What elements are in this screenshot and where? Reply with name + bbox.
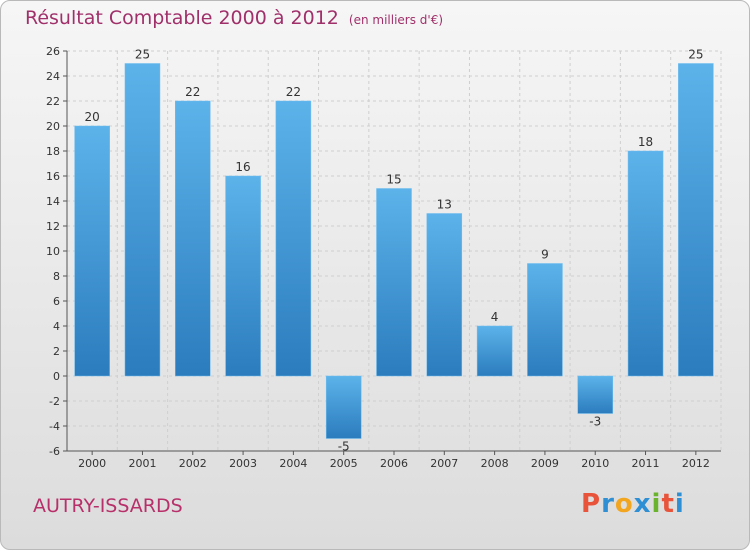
- y-tick-label: 24: [46, 70, 60, 83]
- y-tick-label: 14: [46, 195, 60, 208]
- y-tick-label: 4: [53, 320, 60, 333]
- x-tick-label: 2012: [682, 457, 710, 470]
- x-tick-label: 2001: [128, 457, 156, 470]
- data-label: 25: [135, 48, 150, 62]
- data-label: 22: [286, 85, 301, 99]
- x-tick-label: 2008: [481, 457, 509, 470]
- bar-2006: [376, 188, 412, 377]
- x-tick-label: 2004: [279, 457, 307, 470]
- data-label: 20: [85, 110, 100, 124]
- x-tick-label: 2009: [531, 457, 559, 470]
- y-tick-label: 16: [46, 170, 60, 183]
- x-tick-label: 2000: [78, 457, 106, 470]
- logo-letter: x: [633, 489, 652, 519]
- data-label: 4: [491, 310, 499, 324]
- x-tick-label: 2011: [632, 457, 660, 470]
- y-tick-label: 18: [46, 145, 60, 158]
- logo-letter: P: [581, 489, 602, 519]
- bar-2000: [74, 125, 110, 377]
- y-tick-label: -6: [49, 445, 60, 458]
- data-label: 25: [688, 48, 703, 62]
- data-label: -5: [338, 440, 350, 454]
- x-tick-label: 2010: [581, 457, 609, 470]
- chart-title: Résultat Comptable 2000 à 2012 (en millie…: [25, 7, 443, 29]
- logo-letter: i: [674, 489, 685, 519]
- chart-unit: (en milliers d'€): [348, 13, 444, 27]
- proxiti-logo[interactable]: Proxiti: [581, 489, 685, 519]
- chart-title-text: Résultat Comptable 2000 à 2012: [25, 7, 339, 29]
- data-label: 9: [541, 248, 549, 262]
- bar-2008: [476, 325, 513, 377]
- y-tick-label: 26: [46, 45, 60, 58]
- logo-letter: o: [614, 489, 634, 519]
- bar-2005: [325, 375, 362, 439]
- bar-2009: [527, 263, 563, 377]
- logo-letter: i: [651, 489, 662, 519]
- bar-2011: [627, 150, 664, 377]
- y-tick-label: 12: [46, 220, 60, 233]
- bar-2004: [275, 100, 312, 377]
- data-label: 15: [386, 173, 401, 187]
- place-name: AUTRY-ISSARDS: [33, 495, 183, 517]
- logo-letter: r: [601, 489, 615, 519]
- y-tick-label: 6: [53, 295, 60, 308]
- bar-2001: [124, 63, 161, 377]
- y-tick-label: 8: [53, 270, 60, 283]
- data-label: 18: [638, 135, 653, 149]
- x-tick-label: 2006: [380, 457, 408, 470]
- x-tick-label: 2003: [229, 457, 257, 470]
- y-tick-label: 2: [53, 345, 60, 358]
- y-tick-label: 20: [46, 120, 60, 133]
- bar-2007: [426, 213, 463, 377]
- bar-2003: [225, 175, 261, 377]
- x-tick-label: 2002: [179, 457, 207, 470]
- data-label: -3: [589, 415, 601, 429]
- data-labels: 20 25 22 16 22 -5 15 13 4 9 -3 18 25: [85, 48, 704, 454]
- data-label: 22: [185, 85, 200, 99]
- data-label: 16: [235, 160, 250, 174]
- y-tick-label: -4: [49, 420, 60, 433]
- bar-2002: [175, 100, 211, 377]
- x-tick-label: 2007: [430, 457, 458, 470]
- data-label: 13: [437, 198, 452, 212]
- bars: [74, 63, 714, 439]
- bar-2010: [577, 375, 613, 414]
- y-tick-label: 0: [53, 370, 60, 383]
- y-tick-label: -2: [49, 395, 60, 408]
- logo-letter: t: [661, 489, 675, 519]
- y-tick-label: 22: [46, 95, 60, 108]
- y-tick-label: 10: [46, 245, 60, 258]
- bar-2012: [678, 63, 714, 377]
- x-tick-label: 2005: [330, 457, 358, 470]
